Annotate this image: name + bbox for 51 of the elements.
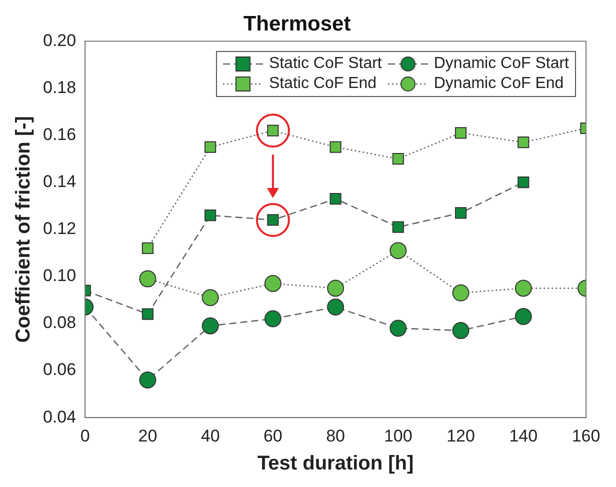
- legend-label: Static CoF Start: [268, 55, 382, 74]
- y-tick-label: 0.08: [42, 313, 76, 332]
- x-tick-label: 20: [138, 426, 158, 446]
- y-axis-title: Coefficient of friction [-]: [12, 116, 35, 343]
- point: [327, 280, 344, 297]
- point: [452, 322, 470, 340]
- legend-label: Dynamic CoF Start: [434, 55, 569, 74]
- x-tick-label: 100: [384, 426, 412, 446]
- point: [390, 320, 407, 337]
- y-tick-label: 0.18: [42, 78, 76, 97]
- point: [204, 141, 216, 153]
- y-tick-label: 0.04: [42, 407, 76, 426]
- x-tick-label: 140: [509, 426, 538, 446]
- x-tick-label: 80: [326, 426, 346, 446]
- point: [202, 289, 219, 306]
- y-tick-label: 0.12: [42, 219, 76, 238]
- point: [330, 141, 342, 153]
- point: [142, 308, 154, 320]
- x-tick-label: 120: [446, 426, 475, 446]
- point: [264, 310, 282, 328]
- y-tick-label: 0.20: [42, 30, 76, 50]
- point: [392, 153, 404, 165]
- point: [264, 275, 282, 292]
- point: [139, 270, 156, 288]
- point: [202, 317, 219, 334]
- point: [514, 280, 532, 297]
- point: [204, 209, 216, 222]
- point: [518, 176, 530, 188]
- point: [139, 371, 156, 388]
- x-tick-label: 60: [263, 426, 282, 446]
- legend-label: Static CoF End: [268, 75, 377, 94]
- x-axis-title: Test duration [h]: [257, 452, 414, 475]
- x-tick-label: 0: [80, 426, 90, 446]
- chart-title: Thermoset: [243, 12, 351, 36]
- x-tick-label: 160: [572, 426, 600, 446]
- point: [454, 207, 467, 219]
- point: [330, 193, 342, 205]
- y-tick-label: 0.14: [42, 172, 76, 192]
- point: [327, 298, 344, 316]
- point: [452, 284, 470, 302]
- point: [392, 221, 404, 233]
- y-tick-label: 0.06: [42, 360, 76, 380]
- legend-label: Dynamic CoF End: [434, 75, 564, 94]
- point: [142, 242, 154, 254]
- point: [518, 136, 530, 148]
- y-tick-label: 0.10: [42, 266, 76, 286]
- point: [390, 242, 407, 260]
- x-tick-label: 40: [200, 426, 220, 446]
- point: [454, 127, 467, 139]
- point: [514, 308, 532, 325]
- y-tick-label: 0.16: [42, 124, 76, 144]
